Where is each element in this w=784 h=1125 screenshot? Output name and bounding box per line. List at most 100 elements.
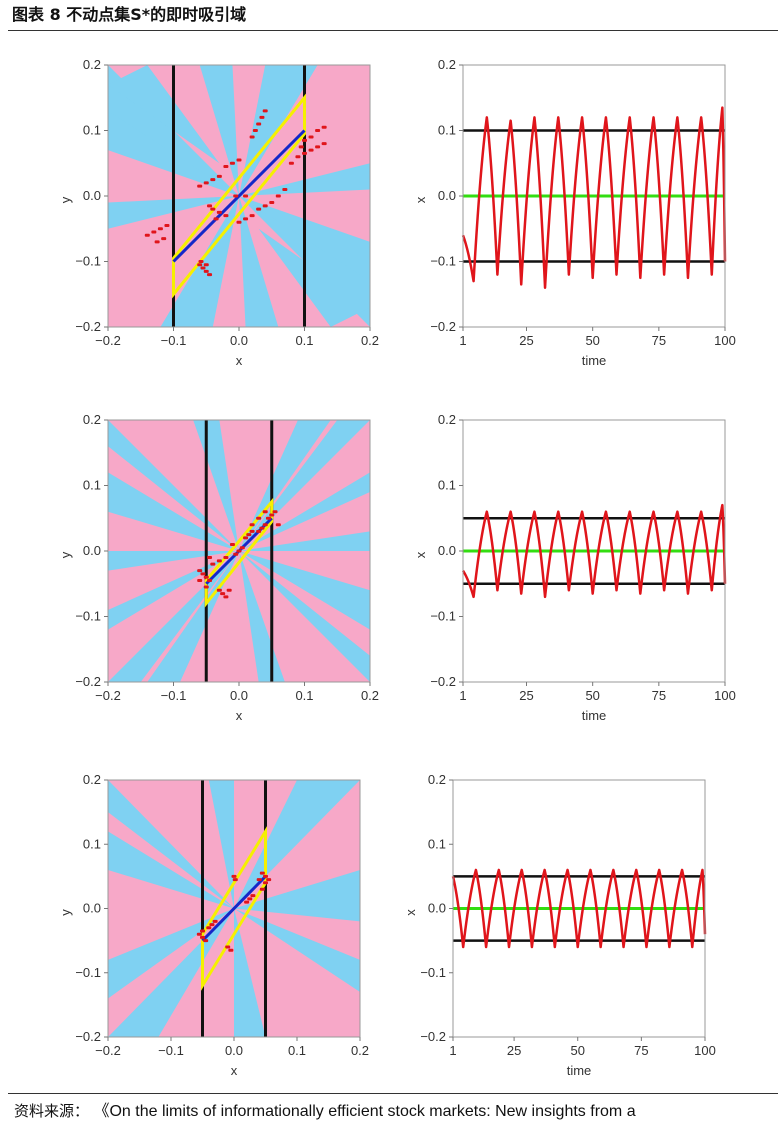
trajectory-point: [197, 184, 203, 188]
trajectory-point: [256, 207, 262, 211]
trajectory-point: [213, 217, 219, 221]
x-tick-label: 50: [585, 333, 599, 348]
trajectory-point: [246, 533, 252, 537]
trajectory-point: [321, 142, 327, 146]
trajectory-point: [249, 135, 255, 139]
y-tick-label: 0.0: [83, 543, 101, 558]
x-tick-label: 50: [570, 1043, 584, 1058]
trajectory-point: [210, 178, 216, 182]
time-series-chart-2: 1 25 50 75 100 −0.2 −0.1 0.0 0.1 0.2 time x: [413, 412, 736, 723]
trajectory-point: [216, 559, 222, 563]
trajectory-point: [154, 240, 160, 244]
trajectory-point: [216, 588, 222, 592]
trajectory-point: [197, 578, 203, 582]
trajectory-point: [225, 945, 231, 949]
trajectory-point: [275, 523, 281, 527]
basin-wedge: [108, 551, 239, 571]
x-tick-label: 75: [652, 333, 666, 348]
x-tick-label: 0.2: [351, 1043, 369, 1058]
trajectory-point: [197, 569, 203, 573]
x-tick-label: −0.2: [95, 333, 121, 348]
x-tick-label: −0.1: [161, 333, 187, 348]
trajectory-point: [250, 894, 256, 898]
x-axis-title: x: [236, 353, 243, 368]
title-rule: [8, 30, 778, 31]
trajectory-point: [288, 161, 294, 165]
basin-wedge: [239, 551, 285, 682]
basin-chart-3: −0.2 −0.1 0.0 0.1 0.2 −0.2 −0.1 0.0 0.1 0.2 x y: [58, 772, 369, 1078]
y-tick-label: 0.1: [83, 478, 101, 493]
trajectory-point: [263, 881, 268, 885]
trajectory-point: [269, 513, 275, 517]
x-tick-label: 25: [507, 1043, 521, 1058]
y-tick-label: 0.2: [438, 57, 456, 72]
price-series-line: [461, 503, 727, 599]
basin-wedge: [193, 420, 239, 551]
x-axis-title: x: [231, 1063, 238, 1078]
trajectory-point: [302, 151, 307, 155]
y-tick-label: 0.2: [83, 772, 101, 787]
y-axis-title: x: [403, 909, 418, 916]
trajectory-point: [259, 887, 265, 891]
trajectory-point: [161, 237, 167, 241]
time-series-chart-1: 1 25 50 75 100 −0.2 −0.1 0.0 0.1 0.2 time x: [413, 57, 736, 368]
attractor-parallelogram: [172, 93, 306, 299]
trajectory-point: [231, 874, 237, 878]
y-tick-label: −0.2: [75, 674, 101, 689]
y-tick-label: 0.2: [83, 412, 101, 427]
y-tick-label: −0.2: [75, 319, 101, 334]
trajectory-point: [302, 138, 307, 142]
y-tick-label: −0.2: [75, 1029, 101, 1044]
trajectory-point: [259, 526, 265, 530]
source-label: 资料来源：: [14, 1102, 90, 1120]
fixed-point-segment: [201, 875, 267, 942]
trajectory-point: [207, 556, 213, 560]
trajectory-point: [200, 929, 205, 933]
y-tick-label: 0.0: [438, 543, 456, 558]
y-axis-title: x: [413, 196, 428, 203]
attractor-parallelogram: [201, 826, 267, 991]
y-tick-label: 0.0: [428, 901, 446, 916]
trajectory-point: [220, 592, 226, 596]
x-tick-label: 1: [459, 688, 466, 703]
basin-wedge: [234, 908, 266, 1037]
trajectory-point: [239, 546, 245, 550]
x-tick-label: 1: [449, 1043, 456, 1058]
trajectory-point: [144, 233, 150, 237]
basin-wedge: [160, 196, 239, 327]
x-tick-label: 100: [714, 688, 736, 703]
y-tick-label: −0.2: [430, 319, 456, 334]
trajectory-point: [209, 923, 215, 927]
trajectory-point: [256, 122, 262, 126]
x-tick-label: −0.1: [161, 688, 187, 703]
trajectory-point: [232, 878, 238, 882]
trajectory-point: [236, 220, 242, 224]
x-tick-label: 0.0: [230, 688, 248, 703]
x-tick-label: 1: [459, 333, 466, 348]
trajectory-point: [262, 204, 268, 208]
y-tick-label: −0.2: [430, 674, 456, 689]
x-tick-label: 25: [519, 333, 533, 348]
y-tick-label: −0.1: [75, 965, 101, 980]
trajectory-point: [265, 516, 271, 520]
trajectory-point: [233, 194, 239, 198]
basin-wedge: [239, 196, 279, 327]
price-series-line: [451, 868, 707, 949]
y-axis-title: y: [58, 196, 73, 203]
x-tick-label: 100: [694, 1043, 716, 1058]
trajectory-point: [315, 145, 321, 149]
x-tick-label: 25: [519, 688, 533, 703]
basin-wedge: [108, 908, 234, 999]
trajectory-point: [203, 575, 209, 579]
x-tick-label: 0.2: [361, 333, 379, 348]
trajectory-point: [259, 115, 265, 119]
y-tick-label: 0.2: [438, 412, 456, 427]
trajectory-point: [157, 227, 163, 231]
trajectory-point: [256, 878, 262, 882]
trajectory-point: [282, 187, 288, 191]
y-tick-label: 0.1: [438, 478, 456, 493]
basin-wedge: [147, 551, 239, 682]
trajectory-point: [256, 516, 262, 520]
trajectory-point: [210, 207, 216, 211]
trajectory-point: [223, 214, 229, 218]
